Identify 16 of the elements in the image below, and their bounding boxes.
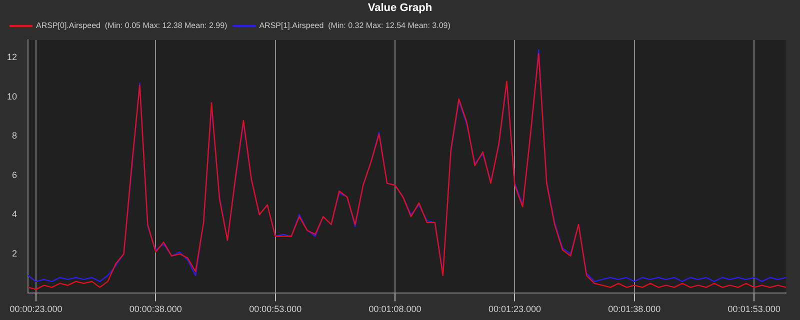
y-tick-label: 2 — [12, 248, 18, 258]
x-tick-label: 00:00:23.000 — [10, 304, 62, 314]
x-tick-label: 00:00:53.000 — [249, 304, 302, 314]
legend-label: ARSP[1].Airspeed (Min: 0.32 Max: 12.54 Mean: 3.09) — [259, 21, 451, 30]
chart-title: Value Graph — [366, 1, 434, 16]
y-tick-label: 12 — [6, 52, 18, 62]
y-tick-label: 4 — [12, 209, 18, 220]
x-tick-label: 00:01:38.000 — [608, 304, 661, 314]
y-tick-label: 10 — [6, 91, 18, 102]
x-tick-label: 00:01:08.000 — [368, 304, 422, 314]
x-tick-label: 00:00:38.000 — [129, 304, 182, 314]
y-tick-label: 6 — [12, 170, 18, 180]
y-tick-label: 8 — [12, 130, 18, 141]
x-tick-label: 00:01:53.000 — [728, 304, 780, 314]
legend-label: ARSP[0].Airspeed (Min: 0.05 Max: 12.38 Mean: 2.99) — [36, 21, 228, 30]
x-tick-label: 00:01:23.000 — [488, 304, 541, 314]
